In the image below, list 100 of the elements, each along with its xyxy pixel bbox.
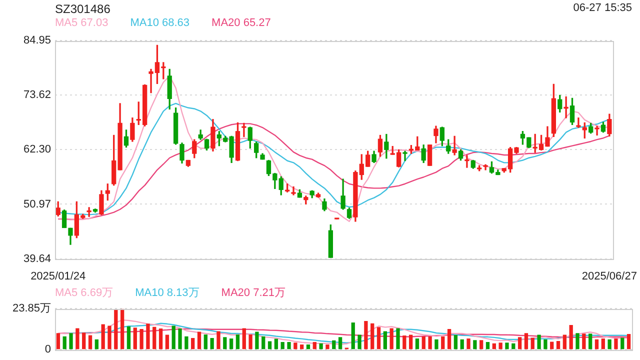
bar — [262, 336, 266, 350]
bar — [120, 308, 124, 350]
bar — [550, 342, 554, 350]
chart-title: SZ301486 — [55, 2, 110, 16]
bar — [172, 326, 176, 350]
bar — [486, 342, 490, 350]
bar — [158, 328, 163, 350]
bar — [229, 338, 234, 350]
bar — [133, 328, 137, 350]
x-tick-label: 2025/01/24 — [30, 270, 86, 282]
bar — [184, 336, 188, 350]
bar — [332, 340, 336, 350]
y-tick-label: 50.97 — [23, 198, 51, 210]
bar — [492, 343, 496, 350]
bar — [242, 328, 246, 350]
bar — [480, 340, 484, 350]
bar — [396, 328, 400, 350]
bar — [402, 336, 406, 350]
bar — [562, 334, 567, 350]
bar — [94, 339, 98, 350]
bar — [126, 326, 131, 350]
y-tick-label: 62.30 — [23, 144, 51, 156]
bar — [614, 338, 618, 350]
bar — [326, 344, 330, 350]
bar — [108, 326, 112, 350]
bar — [312, 342, 316, 350]
bar — [594, 339, 599, 350]
bar — [524, 333, 528, 350]
bar — [280, 342, 284, 350]
y-tick-label: 23.85万 — [12, 302, 51, 315]
x-tick-label: 2025/06/27 — [582, 270, 637, 282]
bar — [294, 342, 298, 350]
text: MA5 6.69万 — [55, 286, 114, 300]
y-tick-label: 84.95 — [23, 34, 51, 47]
bar — [530, 338, 534, 350]
bar — [152, 326, 156, 350]
bar — [460, 339, 464, 350]
bar — [505, 342, 509, 350]
y-tick-label: 39.64 — [23, 252, 51, 265]
bar — [569, 324, 573, 350]
bar — [601, 338, 605, 350]
bar — [626, 334, 631, 350]
bar — [473, 340, 477, 350]
bar — [216, 331, 220, 350]
bar — [88, 335, 92, 350]
bar — [319, 343, 323, 350]
bar — [512, 343, 516, 350]
bar — [255, 332, 259, 350]
bar — [544, 339, 548, 350]
bar — [390, 328, 394, 350]
bar — [454, 335, 458, 350]
bar — [576, 333, 580, 350]
bar — [62, 336, 66, 350]
bar — [556, 341, 560, 350]
bar — [358, 334, 362, 350]
bar — [223, 337, 227, 350]
bar — [415, 338, 420, 350]
candlestick — [427, 144, 432, 166]
bar — [608, 339, 612, 350]
bar — [56, 333, 60, 350]
bar — [466, 338, 470, 350]
bar — [498, 342, 502, 350]
bar — [268, 341, 272, 350]
bar — [428, 336, 432, 350]
bar — [434, 339, 438, 350]
bar — [422, 336, 426, 350]
text: MA20 65.27 — [212, 17, 271, 29]
text: MA10 8.13万 — [135, 286, 200, 300]
y-tick-label: 0 — [44, 343, 51, 356]
bar — [82, 332, 86, 350]
bar — [408, 334, 413, 350]
bar — [287, 342, 291, 350]
bar — [197, 332, 202, 350]
bar — [140, 329, 144, 350]
bar — [370, 323, 374, 350]
bar — [101, 324, 105, 350]
bar — [376, 327, 381, 350]
bar — [76, 328, 80, 350]
bar — [300, 344, 304, 350]
bar — [165, 334, 170, 350]
bar — [364, 321, 368, 350]
bar — [537, 334, 541, 350]
bar — [351, 322, 355, 350]
text: 06-27 15:35 — [573, 2, 632, 14]
bar — [441, 336, 445, 350]
text: MA20 7.21万 — [221, 286, 286, 300]
bar — [588, 334, 592, 350]
text: MA5 67.03 — [55, 17, 108, 29]
bar — [146, 324, 150, 350]
bar — [274, 338, 278, 350]
text: MA10 68.63 — [130, 17, 190, 29]
bar — [210, 338, 214, 350]
bar — [114, 309, 118, 350]
bar — [69, 333, 73, 350]
bar — [383, 331, 387, 350]
bar — [518, 337, 522, 350]
y-tick-label: 73.62 — [23, 89, 51, 102]
bar — [582, 334, 586, 350]
bar — [191, 338, 195, 350]
bar — [338, 337, 342, 350]
